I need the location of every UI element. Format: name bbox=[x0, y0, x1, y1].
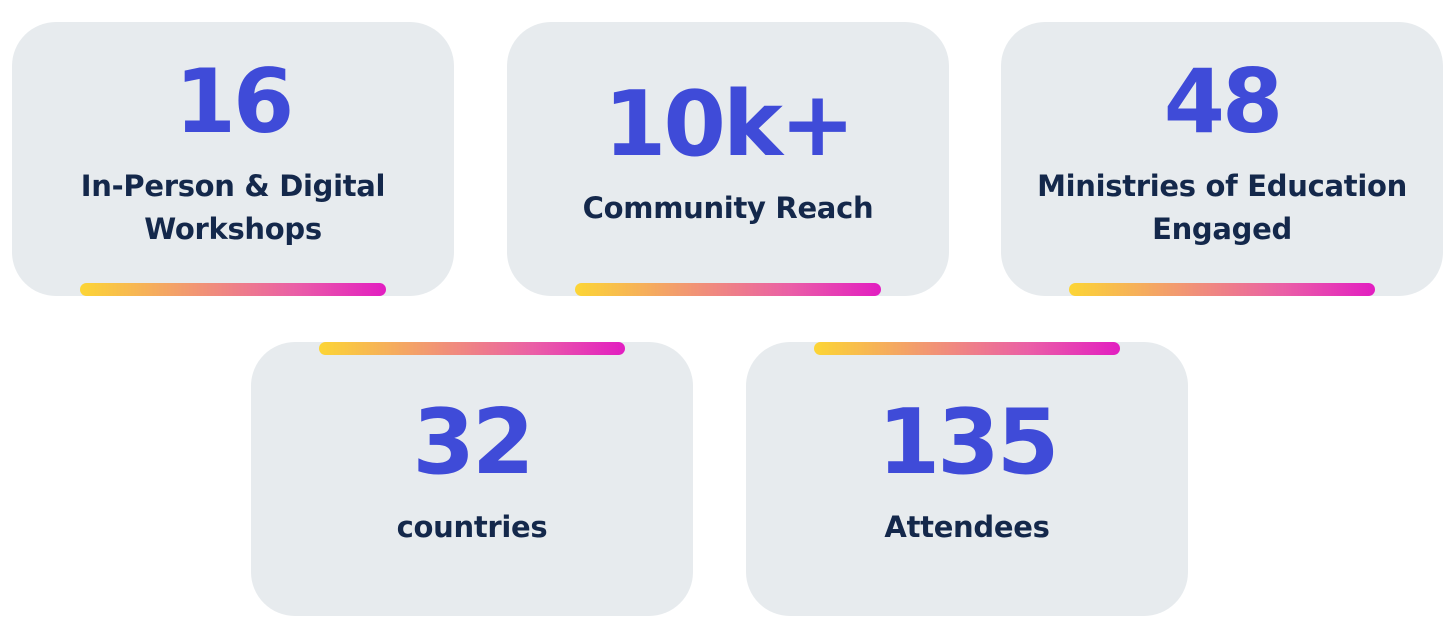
stat-value: 135 bbox=[877, 390, 1060, 495]
stat-value: 10k+ bbox=[603, 72, 856, 177]
accent-bar bbox=[319, 342, 625, 355]
accent-bar bbox=[575, 283, 881, 296]
stat-card-workshops: 16 In-Person & Digital Workshops bbox=[12, 22, 454, 296]
stat-card-community-reach: 10k+ Community Reach bbox=[507, 22, 949, 296]
stat-card-countries: 32 countries bbox=[251, 342, 693, 616]
accent-bar bbox=[814, 342, 1120, 355]
accent-bar bbox=[1069, 283, 1375, 296]
stat-card-attendees: 135 Attendees bbox=[746, 342, 1188, 616]
stat-label: In-Person & Digital Workshops bbox=[80, 169, 386, 246]
stat-value: 32 bbox=[412, 390, 534, 495]
stat-label: Community Reach bbox=[582, 191, 874, 225]
accent-bar bbox=[80, 283, 386, 296]
stat-card-ministries: 48 Ministries of Education Engaged bbox=[1001, 22, 1443, 296]
stat-label: Attendees bbox=[884, 510, 1050, 544]
stat-label: Ministries of Education Engaged bbox=[1037, 169, 1407, 246]
stat-value: 16 bbox=[174, 50, 294, 153]
stat-value: 48 bbox=[1163, 50, 1283, 153]
stat-label: countries bbox=[396, 510, 548, 544]
